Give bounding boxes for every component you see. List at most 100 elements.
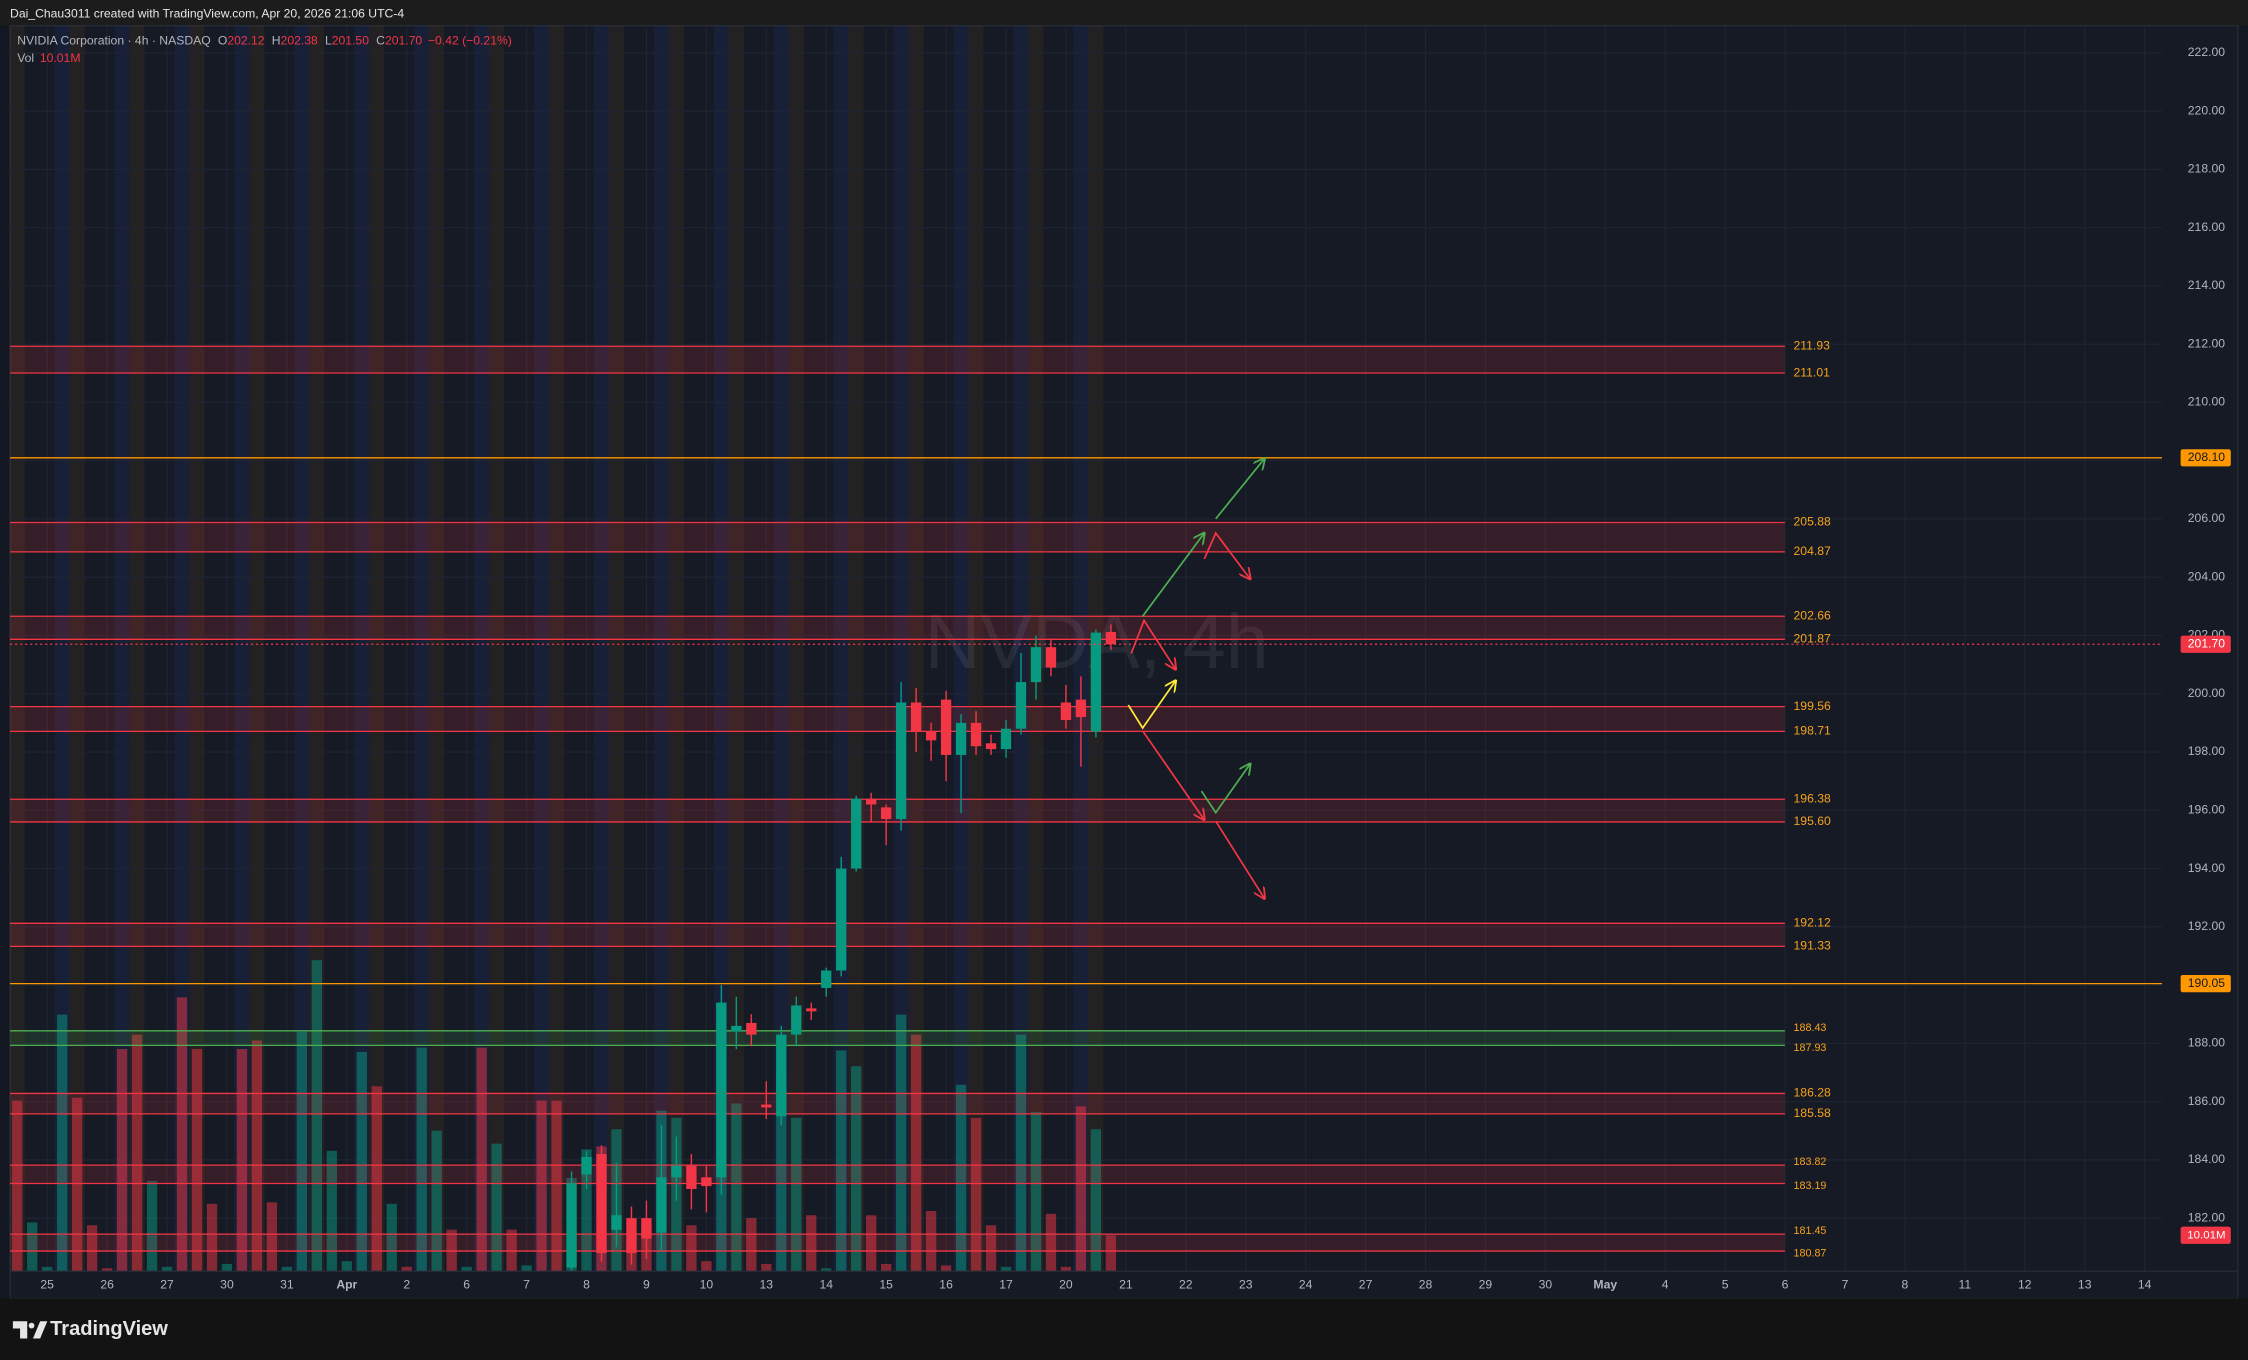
candle-body bbox=[985, 743, 997, 750]
y-tick-label: 186.00 bbox=[2188, 1094, 2225, 1108]
premarket-band bbox=[968, 25, 984, 1272]
candle-body bbox=[581, 1156, 592, 1175]
x-tick-label: 2 bbox=[403, 1278, 410, 1292]
volume-bar bbox=[206, 1203, 218, 1272]
x-tick-label: 10 bbox=[700, 1278, 714, 1292]
premarket-band bbox=[129, 25, 145, 1272]
volume-tag-label: 10.01M bbox=[2187, 1229, 2225, 1241]
candle-body bbox=[866, 798, 877, 805]
volume-bar bbox=[1030, 1112, 1042, 1272]
volume-bar bbox=[176, 997, 188, 1272]
volume-bar bbox=[1060, 1266, 1072, 1272]
x-tick-label: 21 bbox=[1119, 1278, 1133, 1292]
level-tag bbox=[2180, 449, 2231, 467]
volume-bar bbox=[296, 1031, 308, 1272]
premarket-band bbox=[728, 25, 744, 1272]
candle-body bbox=[821, 970, 832, 988]
legend-key: L bbox=[325, 34, 332, 48]
logo-t bbox=[12, 1321, 28, 1339]
volume-bar bbox=[1045, 1213, 1057, 1272]
premarket-band bbox=[788, 25, 804, 1272]
candle-body bbox=[851, 798, 862, 869]
brand-name: TradingView bbox=[50, 1318, 168, 1340]
arrow bbox=[1200, 764, 1250, 815]
legend-value: 202.38 bbox=[281, 34, 318, 48]
arrow bbox=[1141, 533, 1205, 617]
y-tick-label: 192.00 bbox=[2188, 919, 2225, 933]
zone-band bbox=[10, 1030, 1785, 1046]
postmarket-band bbox=[534, 25, 550, 1272]
scenario-arrows bbox=[1127, 459, 1264, 899]
x-tick-label: 8 bbox=[1902, 1278, 1909, 1292]
volume-bar bbox=[446, 1229, 457, 1272]
candle-body bbox=[940, 699, 952, 755]
postmarket-band bbox=[594, 25, 609, 1272]
volume-bar bbox=[401, 1266, 412, 1272]
volume-bar bbox=[866, 1215, 877, 1272]
candle-body bbox=[596, 1154, 607, 1254]
zone-label: 180.87 bbox=[1794, 1248, 1827, 1260]
level-tag-label: 190.05 bbox=[2188, 976, 2225, 990]
volume-bar bbox=[356, 1051, 367, 1272]
postmarket-band bbox=[1073, 25, 1089, 1272]
x-tick-label: 8 bbox=[583, 1278, 590, 1292]
volume-bar bbox=[311, 960, 323, 1272]
volume-bar bbox=[1000, 1266, 1012, 1272]
zone-label: 191.33 bbox=[1794, 939, 1831, 953]
header-bar bbox=[0, 0, 2248, 26]
y-tick-label: 188.00 bbox=[2188, 1036, 2225, 1050]
volume-bar bbox=[86, 1225, 98, 1272]
volume-bar bbox=[42, 1266, 53, 1272]
zone-label: 202.66 bbox=[1794, 609, 1831, 623]
candle-body bbox=[1030, 647, 1042, 683]
x-tick-label: 31 bbox=[280, 1278, 294, 1292]
candle-body bbox=[716, 1002, 727, 1178]
y-tick-label: 184.00 bbox=[2188, 1152, 2225, 1166]
candle-body bbox=[626, 1218, 637, 1254]
header-caption: Dai_Chau3011 created with TradingView.co… bbox=[10, 7, 404, 21]
zone-label: 211.93 bbox=[1794, 338, 1831, 352]
level-tag bbox=[2180, 975, 2231, 993]
volume-bar bbox=[116, 1049, 128, 1272]
arrow bbox=[1203, 531, 1250, 579]
volume-bar bbox=[431, 1130, 442, 1272]
candle-body bbox=[836, 868, 847, 971]
y-tick-label: 182.00 bbox=[2188, 1210, 2225, 1224]
zone-label: 195.60 bbox=[1794, 814, 1831, 828]
volume-bar bbox=[521, 1265, 532, 1272]
legend-key: H bbox=[272, 34, 281, 48]
x-tick-label: 14 bbox=[819, 1278, 833, 1292]
premarket-band bbox=[608, 25, 624, 1272]
zone-band bbox=[10, 1165, 1785, 1184]
postmarket-band bbox=[234, 25, 250, 1272]
volume-bar bbox=[131, 1034, 143, 1272]
footer-bar bbox=[0, 1298, 2248, 1360]
zone-band bbox=[10, 616, 1785, 640]
zone-label: 192.12 bbox=[1794, 916, 1831, 930]
legend-volume-value: 10.01M bbox=[40, 51, 81, 65]
volume-bar bbox=[1105, 1235, 1117, 1272]
volume-bar bbox=[506, 1229, 517, 1272]
x-tick-label: 30 bbox=[1539, 1278, 1553, 1292]
level-tag-label: 208.10 bbox=[2188, 450, 2225, 464]
legend-change: −0.42 (−0.21%) bbox=[428, 34, 512, 48]
x-tick-label: 27 bbox=[160, 1278, 174, 1292]
volume-bar bbox=[326, 1150, 337, 1272]
volume-bar bbox=[731, 1103, 742, 1272]
zone-label: 186.28 bbox=[1794, 1086, 1831, 1100]
brand-logo bbox=[12, 1321, 48, 1339]
volume-bar bbox=[341, 1261, 352, 1272]
arrow bbox=[1130, 618, 1175, 670]
candle-body bbox=[895, 702, 907, 820]
y-tick-label: 212.00 bbox=[2188, 336, 2225, 350]
x-tick-label: 6 bbox=[463, 1278, 470, 1292]
candle-body bbox=[731, 1025, 742, 1032]
volume-bar bbox=[371, 1086, 382, 1272]
legend-symbol: NVIDIA Corporation · 4h · NASDAQ bbox=[17, 34, 211, 48]
volume-bar bbox=[955, 1084, 967, 1272]
postmarket-band bbox=[54, 25, 70, 1272]
volume-bar bbox=[251, 1040, 263, 1272]
candle-body bbox=[806, 1008, 817, 1012]
zone-label: 188.43 bbox=[1794, 1022, 1827, 1034]
y-tick-label: 214.00 bbox=[2188, 278, 2225, 292]
